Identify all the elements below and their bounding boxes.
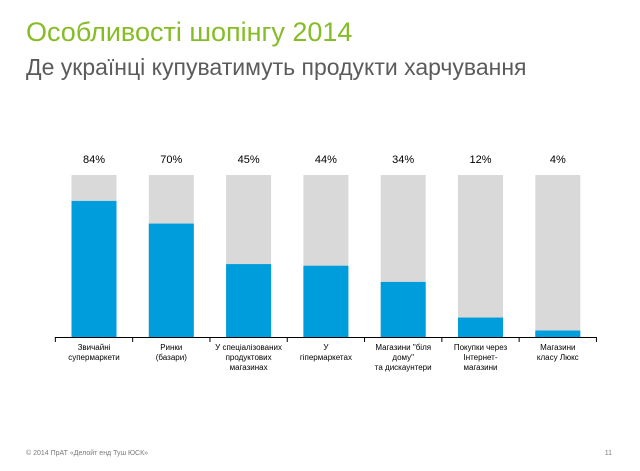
- bar: [226, 264, 272, 337]
- bar-value-label: 4%: [550, 154, 566, 166]
- bar-value-label: 34%: [392, 154, 414, 166]
- category-label: класу Люкс: [537, 353, 579, 362]
- bar-value-label: 44%: [315, 154, 337, 166]
- category-label: продуктових: [226, 353, 272, 362]
- bar-value-label: 70%: [160, 154, 182, 166]
- category-label: та дискаунтери: [375, 363, 432, 372]
- footer-page-number: 11: [604, 450, 612, 457]
- category-label: У: [323, 343, 329, 352]
- category-label: супермаркети: [68, 353, 120, 362]
- bar: [303, 265, 349, 337]
- category-label: Звичайні: [78, 343, 111, 352]
- footer-copyright: © 2014 ПрАТ «Делойт енд Туш ЮСК»: [26, 450, 149, 457]
- bar: [458, 317, 503, 337]
- bar-track: [458, 175, 503, 337]
- category-label: магазини: [463, 363, 497, 372]
- category-label: Покупки через: [454, 343, 508, 352]
- category-label: У спеціалізованих: [215, 343, 282, 352]
- category-label: (базари): [156, 353, 187, 362]
- category-label: Ринки: [160, 343, 182, 352]
- category-label: магазинах: [230, 363, 268, 372]
- category-label: Інтернет-: [463, 353, 497, 362]
- slide-subtitle: Де українці купуватимуть продукти харчув…: [26, 54, 527, 80]
- bar: [380, 281, 426, 337]
- bar: [71, 200, 117, 337]
- slide-title: Особливості шопінгу 2014: [26, 17, 353, 47]
- bar-value-label: 84%: [83, 154, 105, 166]
- category-label: дому": [392, 353, 414, 362]
- bar-value-label: 12%: [469, 154, 491, 166]
- bar: [148, 223, 194, 337]
- bar-value-label: 45%: [238, 154, 260, 166]
- bar: [535, 330, 581, 337]
- category-label: Магазини: [540, 343, 575, 352]
- category-label: гіпермаркетах: [300, 353, 352, 362]
- bar-track: [535, 175, 581, 337]
- category-label: Магазини "біля: [375, 343, 431, 352]
